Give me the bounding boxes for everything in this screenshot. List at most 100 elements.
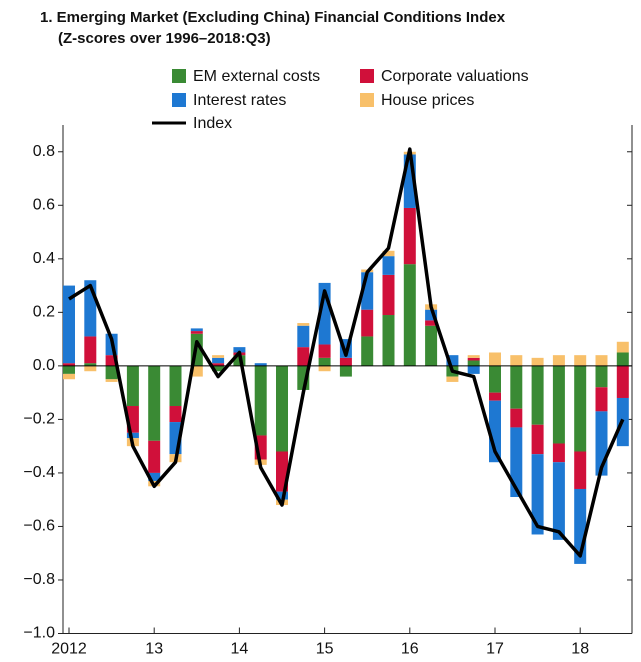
- y-tick-label: −0.4: [23, 464, 55, 481]
- bar-segment: [446, 376, 459, 382]
- bar-segment: [126, 365, 139, 407]
- bar-segment: [84, 363, 97, 366]
- x-tick-label: 13: [145, 641, 163, 658]
- bar-segment: [616, 341, 629, 353]
- bar-segment: [84, 336, 97, 364]
- bar-segment: [489, 392, 501, 401]
- x-tick-label: 18: [571, 641, 589, 658]
- bar-segment: [148, 440, 161, 473]
- bar-segment: [190, 365, 203, 377]
- legend-swatch: [360, 69, 374, 83]
- bar-segment: [361, 309, 374, 337]
- bar-segment: [510, 365, 523, 409]
- bar-segment: [510, 427, 523, 498]
- bar-segment: [105, 355, 118, 366]
- bar-segment: [552, 443, 565, 463]
- legend-label: Index: [193, 115, 232, 132]
- bar-segment: [616, 365, 629, 398]
- bar-segment: [616, 352, 629, 366]
- bar-segment: [467, 365, 480, 374]
- bar-segment: [212, 357, 225, 364]
- bar-segment: [510, 355, 523, 366]
- bar-segment: [425, 325, 438, 366]
- bar-segment: [169, 406, 182, 423]
- bar-segment: [531, 365, 544, 425]
- bar-segment: [382, 250, 395, 257]
- bar-segment: [297, 325, 310, 348]
- bar-segment: [425, 309, 438, 321]
- bar-segment: [212, 365, 225, 372]
- y-tick-label: 0.4: [33, 250, 55, 267]
- bar-segment: [276, 365, 288, 452]
- legend-label: House prices: [381, 92, 474, 109]
- bar-segment: [318, 365, 331, 372]
- x-tick-label: 15: [316, 641, 334, 658]
- bar-segment: [552, 355, 565, 366]
- bar-segment: [595, 365, 608, 388]
- bar-segment: [126, 432, 139, 439]
- bar-segment: [148, 472, 161, 481]
- bar-segment: [63, 365, 75, 374]
- bar-segment: [446, 355, 459, 366]
- bar-segment: [254, 363, 267, 366]
- bar-segment: [63, 285, 75, 364]
- legend-label: EM external costs: [193, 68, 320, 85]
- x-tick-label: 2012: [51, 641, 87, 658]
- bar-segment: [467, 357, 480, 361]
- y-tick-label: −0.6: [23, 518, 55, 535]
- legend-swatch: [360, 93, 374, 107]
- bar-segment: [531, 357, 544, 366]
- bar-segment: [552, 365, 565, 444]
- chart-title: 1. Emerging Market (Excluding China) Fin…: [40, 9, 506, 26]
- bar-segment: [382, 256, 395, 275]
- bar-segment: [318, 344, 331, 358]
- x-tick-label: 14: [231, 641, 249, 658]
- x-tick-label: 16: [401, 641, 419, 658]
- bar-segment: [574, 451, 587, 489]
- bar-segment: [382, 315, 395, 366]
- y-tick-label: −1.0: [23, 625, 55, 642]
- bar-segment: [595, 387, 608, 412]
- bar-segment: [297, 323, 310, 326]
- bar-segment: [403, 264, 416, 366]
- bar-segment: [212, 363, 225, 366]
- bar-segment: [169, 365, 182, 407]
- bar-segment: [105, 365, 118, 380]
- bar-segment: [382, 274, 395, 316]
- bar-segment: [212, 355, 225, 358]
- bar-segment: [297, 347, 310, 366]
- legend-swatch: [172, 69, 186, 83]
- bar-segment: [63, 373, 75, 380]
- bar-segment: [403, 207, 416, 265]
- bar-segment: [339, 357, 352, 366]
- x-tick-label: 17: [486, 641, 504, 658]
- bar-segment: [190, 331, 203, 334]
- chart-subtitle: (Z-scores over 1996–2018:Q3): [58, 30, 271, 47]
- bar-segment: [148, 365, 161, 441]
- bar-segment: [574, 355, 587, 366]
- y-tick-label: 0.6: [33, 197, 55, 214]
- y-tick-label: −0.2: [23, 411, 55, 428]
- bar-segment: [425, 320, 438, 326]
- y-tick-label: 0.8: [33, 143, 55, 160]
- bar-segment: [574, 365, 587, 452]
- y-tick-label: −0.8: [23, 571, 55, 588]
- bar-segment: [467, 360, 480, 366]
- y-tick-label: 0.0: [33, 357, 55, 374]
- bar-segment: [531, 424, 544, 455]
- bar-segment: [489, 365, 501, 393]
- bar-segment: [552, 462, 565, 540]
- bar-segment: [339, 365, 352, 377]
- bar-segment: [254, 365, 267, 436]
- legend-label: Interest rates: [193, 92, 286, 109]
- bar-segment: [467, 355, 480, 358]
- bar-segment: [233, 347, 246, 353]
- bar-segment: [489, 352, 501, 366]
- bar-segment: [361, 336, 374, 366]
- bar-segment: [105, 379, 118, 382]
- bar-segment: [84, 365, 97, 372]
- bar-segment: [126, 406, 139, 433]
- legend-label: Corporate valuations: [381, 68, 529, 85]
- y-tick-label: 0.2: [33, 304, 55, 321]
